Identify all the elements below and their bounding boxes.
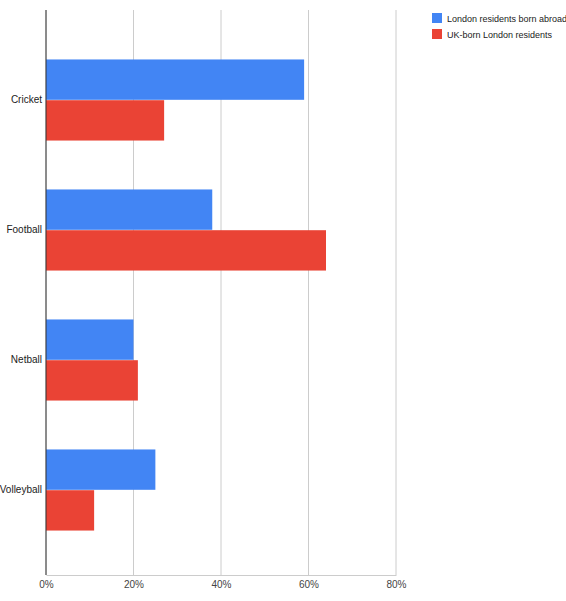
bar	[46, 490, 94, 530]
y-axis: Cricket Football Netball Volleyball	[0, 10, 46, 575]
x-tick: 20%	[124, 575, 144, 590]
legend: London residents born abroad UK-born Lond…	[432, 13, 566, 40]
legend-swatch	[432, 13, 442, 23]
x-tick-label: 80%	[386, 579, 406, 590]
bar	[46, 189, 212, 229]
y-tick: Cricket	[11, 94, 46, 105]
bar	[46, 319, 134, 359]
legend-label: London residents born abroad	[447, 14, 566, 24]
legend-swatch	[432, 29, 442, 39]
y-tick: Volleyball	[0, 484, 46, 495]
y-tick-label: Cricket	[11, 94, 42, 105]
x-tick-label: 40%	[211, 579, 231, 590]
grid-line	[308, 10, 309, 575]
series-bars	[46, 59, 304, 489]
y-tick-label: Netball	[11, 354, 42, 365]
grid	[46, 10, 396, 575]
y-tick-label: Football	[6, 224, 42, 235]
x-tick-label: 20%	[124, 579, 144, 590]
bar	[46, 360, 138, 400]
x-axis: 0% 20% 40% 60% 80%	[39, 575, 406, 590]
y-tick: Netball	[11, 354, 46, 365]
x-tick: 40%	[211, 575, 231, 590]
x-axis-line	[47, 575, 397, 576]
legend-item: UK-born London residents	[432, 29, 553, 40]
x-tick: 0%	[39, 575, 54, 590]
grid-line	[46, 10, 47, 575]
x-tick-label: 0%	[39, 579, 54, 590]
x-tick: 80%	[386, 575, 406, 590]
x-tick-label: 60%	[299, 579, 319, 590]
bar	[46, 100, 164, 140]
series-bars	[46, 100, 326, 530]
chart: 0% 20% 40% 60% 80% Cricket Football Netball Voll…	[0, 0, 566, 601]
y-axis-line	[46, 10, 47, 575]
bar	[46, 230, 326, 270]
bars	[46, 59, 326, 530]
x-tick: 60%	[299, 575, 319, 590]
bar	[46, 59, 304, 99]
grid-line	[396, 10, 397, 575]
legend-label: UK-born London residents	[447, 30, 553, 40]
legend-item: London residents born abroad	[432, 13, 566, 24]
bar	[46, 449, 155, 489]
y-tick-label: Volleyball	[0, 484, 42, 495]
y-tick: Football	[6, 224, 46, 235]
